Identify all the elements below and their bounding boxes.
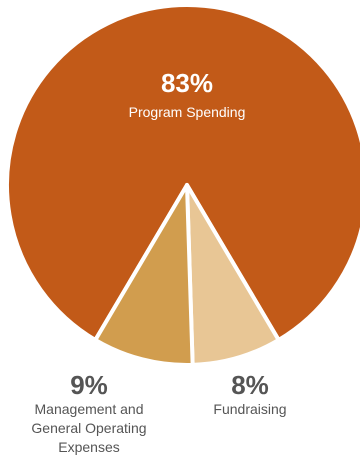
pie-slice-program-spending: [5, 2, 360, 342]
slice-label-fundraising: 8% Fundraising: [190, 370, 310, 419]
pie-slice-management: [93, 183, 195, 367]
slice-label-management-line-1: Management and: [34, 401, 144, 417]
slice-percent-fundraising: 8%: [231, 370, 269, 400]
slice-label-management-line-2: General Operating: [31, 420, 147, 436]
slice-label-management-line-3: Expenses: [58, 439, 120, 455]
slice-label-management: 9% Management and General Operating Expe…: [24, 370, 154, 457]
pie-slices: [5, 2, 360, 367]
slice-percent-management: 9%: [70, 370, 108, 400]
slice-percent-program-spending: 83%: [161, 68, 213, 98]
slice-label-fundraising-line-1: Fundraising: [213, 401, 287, 417]
slice-label-program-spending: Program Spending: [129, 104, 246, 120]
